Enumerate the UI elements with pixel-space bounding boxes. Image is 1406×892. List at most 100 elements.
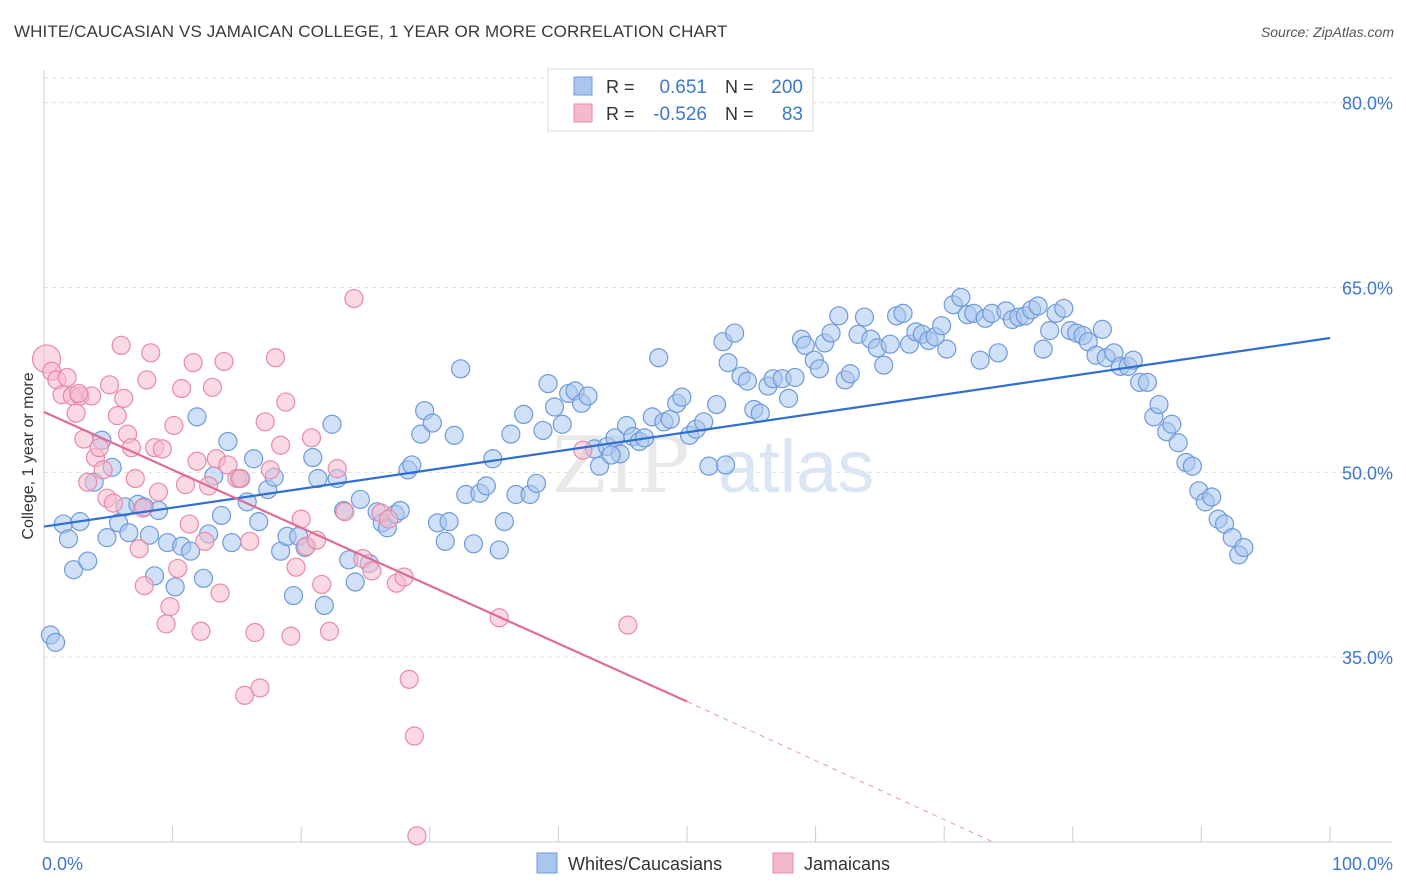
legend-r-label-2: R = [606,104,635,124]
whites-point-130 [874,355,894,375]
whites-point-176 [1168,433,1188,453]
whites-point-78 [538,374,558,394]
whites-point-64 [451,359,471,379]
whites-point-123 [829,306,849,326]
whites-point-32 [244,449,264,469]
legend-n-value-1: 200 [771,77,803,98]
whites-point-169 [1123,350,1143,370]
y-tick-labels: 35.0% 50.0% 65.0% 80.0% [1342,94,1393,669]
legend-n-value-2: 83 [782,104,803,125]
whites-point-187 [715,455,736,475]
whites-point-131 [880,334,900,354]
jamaicans-point-58 [281,626,301,646]
jamaicans-point-26 [141,343,161,363]
legend-n-label-1: N = [725,77,754,97]
jamaicans-point-30 [156,614,176,634]
whites-point-106 [718,353,738,373]
y-tick-label-3: 80.0% [1342,94,1393,114]
jamaicans-point-37 [183,353,203,373]
whites-point-127 [854,307,875,327]
whites-point-154 [1028,296,1048,316]
whites-point-4 [63,560,84,580]
jamaicans-point-22 [125,468,145,489]
x-tick-label-1: 100.0% [1332,854,1393,874]
whites-point-188 [601,445,621,465]
jamaicans-point-59 [286,557,306,577]
whites-point-33 [249,512,269,532]
whites-point-171 [1137,372,1157,392]
jamaicans-point-75 [399,669,419,689]
whites-point-140 [937,339,957,359]
whites-point-1 [45,632,66,652]
whites-point-178 [1182,456,1202,476]
whites-point-97 [660,409,680,429]
jamaicans-point-64 [312,574,332,595]
legend-bottom-swatch-jamaicans [772,852,794,874]
jamaicans-point-16 [103,493,124,513]
jamaicans-point-81 [69,383,89,404]
jamaicans-point-34 [172,378,192,399]
x-tick-label-0: 0.0% [42,854,83,874]
whites-point-120 [809,359,830,379]
whites-point-60 [422,413,442,433]
whites-point-74 [514,404,534,425]
jamaicans-point-44 [210,583,230,603]
gridlines [44,77,1392,658]
whites-point-66 [463,534,484,554]
legend-r-label-1: R = [606,77,635,97]
jamaicans-point-57 [276,392,296,412]
jamaicans-point-23 [129,539,149,559]
axes [43,70,1392,843]
y-tick-label-2: 65.0% [1342,278,1393,298]
jamaicans-point-32 [164,415,184,436]
whites-point-156 [1040,321,1060,341]
whites-point-6 [78,551,98,571]
jamaicans-point-53 [255,412,275,432]
y-tick-label-0: 35.0% [1342,648,1393,668]
whites-point-125 [840,364,860,384]
jamaicans-point-9 [78,472,98,492]
whites-point-57 [402,455,422,475]
whites-point-9 [97,528,117,548]
whites-point-109 [737,371,758,391]
whites-point-86 [589,456,610,476]
legend-bottom-swatch-whites [536,852,558,874]
whites-point-44 [322,414,342,434]
whites-point-22 [181,541,201,561]
jamaicans-point-72 [379,509,399,529]
whites-point-142 [951,287,971,307]
jamaicans-point-77 [407,826,427,846]
jamaicans-point-24 [133,498,153,518]
x-tick-labels: 0.0% 100.0% [42,854,1393,874]
whites-point-70 [489,540,509,560]
jamaicans-point-67 [335,502,355,522]
whites-point-175 [1162,414,1182,434]
series-legend: Whites/Caucasians Jamaicans [536,852,890,874]
jamaicans-point-12 [89,438,109,458]
whites-point-43 [314,595,334,616]
whites-point-115 [778,388,799,408]
whites-point-104 [706,394,727,415]
jamaicans-point-33 [168,558,188,579]
x-ticks [43,826,1331,842]
legend-n-label-2: N = [725,104,754,124]
whites-point-3 [58,529,79,549]
whites-point-118 [795,335,815,355]
whites-point-148 [988,343,1008,363]
trend-line-jamaicans [43,410,688,703]
whites-point-80 [552,414,572,434]
whites-point-72 [501,424,521,444]
jamaicans-point-40 [195,531,215,551]
whites-point-173 [1149,394,1169,415]
whites-point-133 [893,303,913,323]
whites-point-49 [350,489,370,510]
whites-point-155 [1033,339,1053,359]
whites-point-84 [578,386,598,406]
whites-point-103 [699,456,719,476]
jamaicans-point-82 [134,576,154,596]
whites-point-181 [1202,487,1222,507]
jamaicans-point-52 [250,678,270,698]
legend-swatch-blue [573,76,593,96]
whites-point-186 [1234,537,1254,558]
jamaicans-point-28 [148,482,169,502]
